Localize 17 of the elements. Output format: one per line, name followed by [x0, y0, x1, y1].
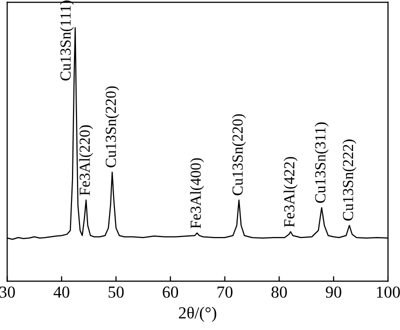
x-tick-label: 50 [108, 286, 124, 298]
annotation: Fe3Al(220) [79, 125, 94, 196]
annotation: Fe3Al(422) [284, 156, 298, 228]
annotation: Cu13Sn(111) [60, 0, 74, 80]
x-tick-label: 30 [0, 286, 15, 298]
annotation: Cu13Sn(220) [105, 86, 120, 168]
annotation: Cu13Sn(311) [314, 122, 329, 203]
x-tick-label: 90 [326, 286, 342, 298]
annotation: Cu13Sn(222) [342, 140, 356, 221]
x-tick-label: 60 [162, 286, 178, 298]
x-tick-label: 80 [272, 286, 287, 298]
annotation: Fe3Al(400) [190, 158, 204, 228]
x-axis-title: 2θ/(°) [178, 306, 216, 322]
x-tick-label: 70 [218, 286, 232, 298]
x-tick-label: 40 [54, 286, 70, 298]
annotation: Cu13Sn(220) [232, 114, 246, 196]
x-tick-label: 100 [376, 286, 400, 298]
